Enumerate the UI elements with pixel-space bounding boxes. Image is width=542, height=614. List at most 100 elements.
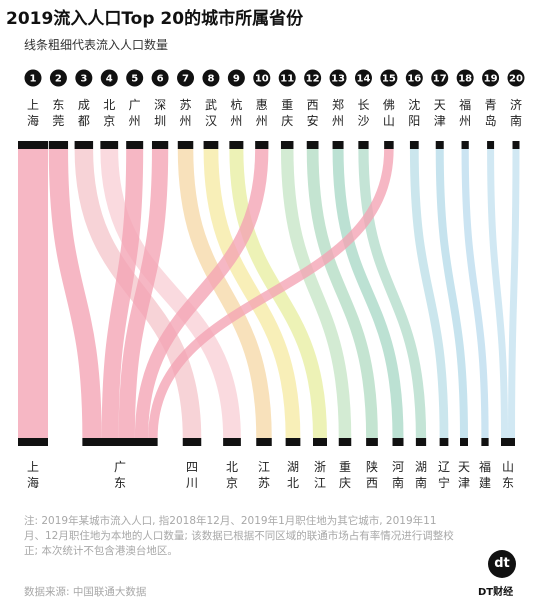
- city-label: 庆: [281, 114, 293, 128]
- rank-number: 11: [280, 74, 294, 85]
- province-bar: [415, 438, 427, 446]
- province-bar: [366, 438, 378, 446]
- city-bar: [74, 141, 94, 149]
- city-label: 济: [510, 97, 522, 112]
- city-bar: [255, 141, 269, 149]
- city-label: 南: [510, 113, 522, 128]
- province-bar: [460, 438, 468, 446]
- rank-badge: [380, 69, 398, 87]
- city-label: 福: [459, 97, 471, 112]
- rank-number: 6: [157, 74, 164, 85]
- rank-badge: [100, 69, 118, 87]
- flow-武汉: [203, 148, 301, 439]
- city-label: 州: [180, 114, 192, 128]
- city-label: 上: [27, 98, 39, 112]
- province-label: 津: [458, 476, 470, 490]
- city-label: 岛: [485, 113, 497, 128]
- rank-badge: [304, 69, 322, 87]
- province-bar: [18, 438, 48, 446]
- footnote: 注: 2019年某城市流入人口, 指2018年12月、2019年1月职住地为其它…: [24, 515, 454, 557]
- city-label: 阳: [408, 114, 420, 128]
- city-bar: [229, 141, 244, 149]
- province-bar: [338, 438, 352, 446]
- city-label: 惠: [256, 98, 268, 112]
- rank-badge: [126, 69, 144, 87]
- rank-number: 10: [255, 74, 269, 85]
- city-label: 郑: [332, 97, 344, 112]
- province-bar: [501, 438, 515, 446]
- province-label: 苏: [258, 476, 270, 490]
- province-label: 东: [502, 476, 514, 490]
- province-label: 西: [366, 476, 378, 490]
- rank-number: 19: [484, 74, 498, 85]
- rank-number: 13: [331, 74, 345, 85]
- flow-惠州: [134, 148, 269, 439]
- rank-badge: [354, 69, 372, 87]
- province-label: 川: [186, 476, 198, 490]
- city-bar: [100, 141, 119, 149]
- city-label: 莞: [52, 114, 64, 128]
- city-label: 苏: [180, 98, 192, 112]
- city-label: 州: [230, 114, 242, 128]
- rank-badge: [177, 69, 195, 87]
- chart-title: 2019流入人口Top 20的城市所属省份: [6, 9, 304, 29]
- flow-沈阳: [409, 148, 449, 439]
- rank-number: 3: [80, 74, 87, 85]
- flow-济南: [508, 148, 520, 439]
- bar-layer: [18, 141, 520, 446]
- city-label: 广: [129, 98, 141, 112]
- city-label: 杭: [230, 97, 242, 112]
- rank-number: 20: [509, 74, 523, 85]
- brand-logo: dt: [488, 550, 516, 578]
- city-label: 津: [434, 114, 446, 128]
- city-label: 州: [256, 114, 268, 128]
- province-label: 庆: [339, 476, 351, 490]
- sankey-chart: 1上海2东莞3成都4北京5广州6深圳7苏州8武汉9杭州10惠州11重庆12西安1…: [17, 69, 525, 490]
- city-bar: [461, 141, 469, 149]
- province-label: 广: [114, 460, 126, 474]
- rank-number: 2: [55, 74, 62, 85]
- rank-number: 5: [131, 74, 138, 85]
- city-bar: [126, 141, 144, 149]
- province-bar: [439, 438, 449, 446]
- flow-苏州: [177, 148, 272, 439]
- city-label: 州: [129, 114, 141, 128]
- flow-重庆: [280, 148, 352, 439]
- flow-西安: [306, 148, 378, 439]
- city-label: 佛: [383, 98, 395, 112]
- province-label: 重: [339, 460, 351, 474]
- rank-number: 12: [306, 74, 320, 85]
- rank-badge: [431, 69, 449, 87]
- city-label: 京: [103, 114, 115, 128]
- province-label: 南: [392, 475, 404, 490]
- city-bar: [280, 141, 294, 149]
- flow-长沙: [358, 148, 427, 439]
- province-label: 江: [258, 460, 270, 474]
- province-bar: [223, 438, 241, 446]
- city-label: 青: [485, 98, 497, 112]
- data-source: 数据来源: 中国联通大数据: [24, 586, 147, 598]
- flow-东莞: [48, 148, 102, 439]
- city-bar: [306, 141, 319, 149]
- province-label: 江: [314, 476, 326, 490]
- flow-青岛: [487, 148, 508, 439]
- chart-subtitle: 线条粗细代表流入人口数量: [24, 38, 169, 52]
- city-label: 州: [459, 114, 471, 128]
- province-label: 南: [415, 475, 427, 490]
- rank-number: 15: [382, 74, 396, 85]
- rank-number: 16: [407, 74, 421, 85]
- rank-badge: [227, 69, 245, 87]
- city-label: 天: [434, 98, 446, 112]
- province-bar: [481, 438, 489, 446]
- city-label: 东: [52, 98, 64, 112]
- province-label: 浙: [314, 460, 326, 474]
- rank-badge: [75, 69, 93, 87]
- brand-name: DT财经: [478, 587, 514, 598]
- flow-深圳: [118, 148, 169, 439]
- city-label: 武: [205, 98, 217, 112]
- province-label: 湖: [287, 459, 299, 474]
- rank-number: 4: [106, 74, 113, 85]
- city-label: 北: [103, 98, 115, 112]
- city-label: 州: [332, 114, 344, 128]
- rank-badge: [253, 69, 271, 87]
